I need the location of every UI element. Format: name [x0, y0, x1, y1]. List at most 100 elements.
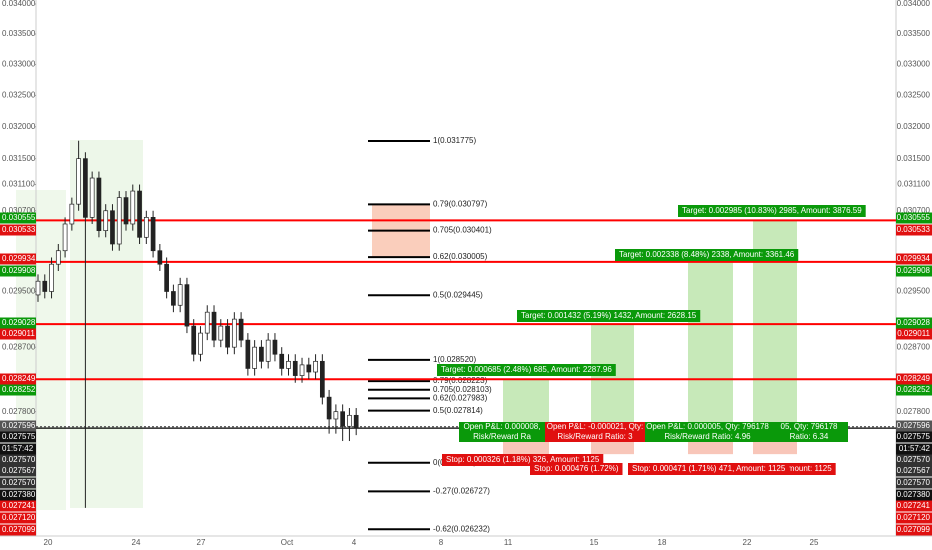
candle-body [83, 158, 88, 218]
pnl-line: Risk/Reward Ratio: 3 [557, 432, 633, 441]
price-badge-label: 0.029934 [897, 254, 931, 263]
candle-body [340, 411, 345, 427]
candle-body [204, 311, 210, 334]
price-badge-label: 0.029908 [2, 266, 36, 275]
price-tick-label: 0.027800 [897, 407, 931, 416]
price-tick-label: 0.029500 [897, 287, 931, 296]
pnl-line: Open P&L: 0.000008, [464, 422, 541, 431]
price-badge [896, 465, 932, 477]
candle-body [265, 339, 271, 362]
price-badge [0, 512, 36, 524]
fib-label: 0.62(0.030005) [433, 252, 488, 261]
candle-body [143, 217, 149, 238]
price-badge-label: 0.027567 [2, 466, 36, 475]
target-zone [591, 324, 634, 429]
price-badge [896, 384, 932, 396]
candle-body [137, 190, 142, 238]
pnl-line: Risk/Reward Ratio: 4.96 [664, 432, 751, 441]
fib-label: 0.62(0.027983) [433, 394, 488, 403]
price-tick-label: 0.029500 [2, 287, 36, 296]
price-badge-label: 0.030533 [897, 225, 931, 234]
stop-label: Stop: 0.000476 (1.72%) [534, 464, 619, 473]
price-badge-label: 0.027596 [2, 421, 36, 430]
price-badge [0, 443, 36, 455]
price-badge-label: 0.027241 [2, 501, 36, 510]
time-tick-label: 8 [439, 538, 444, 547]
candle-body [35, 280, 41, 296]
target-label-bg [615, 249, 799, 261]
candle-body [306, 364, 312, 373]
price-tick-label: 0.033000 [2, 60, 36, 69]
price-badge-label: 0.027380 [897, 490, 931, 499]
price-badge [896, 265, 932, 277]
price-badge-label: 01:57:42 [2, 444, 34, 453]
price-badge [896, 253, 932, 265]
price-tick-label: 0.032500 [2, 90, 36, 99]
pnl-line: Open P&L: -0.000021, Qty: [547, 422, 644, 431]
candle-body [184, 284, 190, 327]
price-badge-label: 0.030555 [897, 213, 931, 222]
price-badge [896, 500, 932, 512]
candle-body [171, 291, 176, 306]
price-badge [896, 443, 932, 455]
candle-body [89, 177, 95, 218]
time-tick-label: 4 [352, 538, 357, 547]
price-badge-label: 0.028249 [2, 374, 36, 383]
price-tick-label: 0.032500 [897, 90, 931, 99]
target-label: Target: 0.001432 (5.19%) 1432, Amount: 2… [521, 311, 697, 320]
price-badge [0, 224, 36, 236]
price-tick-label: 0.030700 [897, 206, 931, 215]
price-tick-label: 0.030700 [2, 206, 36, 215]
candle-body [347, 414, 352, 427]
price-badge-label: 0.029908 [897, 266, 931, 275]
candle-body [55, 250, 61, 265]
candle-body [272, 339, 278, 355]
candle-body [319, 360, 325, 398]
price-badge [896, 512, 932, 524]
candle-body [116, 197, 122, 245]
time-tick-label: 15 [590, 538, 599, 547]
fib-label: 0.79(0.030797) [433, 199, 488, 208]
fib-label: 0.5(0.029445) [433, 290, 483, 299]
stop-label: Stop: 0.000326 (1.18%) 326, Amount: 1125 [446, 455, 600, 464]
price-badge [896, 373, 932, 385]
price-badge [896, 524, 932, 536]
price-badge-label: 0.027575 [2, 432, 36, 441]
time-tick-label: 20 [44, 538, 53, 547]
price-badge [0, 373, 36, 385]
time-tick-label: 25 [810, 538, 819, 547]
price-badge-label: 0.030555 [2, 213, 36, 222]
pnl-line: 05, Qty: 796178 [781, 422, 838, 431]
candle-body [164, 263, 169, 292]
price-badge [0, 384, 36, 396]
price-tick-label: 0.031500 [897, 154, 931, 163]
candle-body [69, 203, 75, 225]
price-badge-label: 0.028252 [897, 385, 931, 394]
target-label: Target: 0.002985 (10.83%) 2985, Amount: … [682, 206, 862, 215]
candle-body [326, 396, 332, 420]
candle-body [238, 318, 244, 341]
candle-body [130, 190, 136, 225]
price-badge [0, 500, 36, 512]
price-badge-label: 0.027120 [897, 513, 931, 522]
price-tick-label: 0.034000 [897, 0, 931, 8]
price-badge [0, 489, 36, 501]
price-badge-label: 0.027570 [897, 478, 931, 487]
time-tick-label: 27 [197, 538, 206, 547]
price-badge-label: 0.027099 [2, 525, 36, 534]
candle-body [49, 263, 54, 292]
fib-label: -0.27(0.026727) [433, 486, 490, 495]
price-badge-label: 0.027570 [897, 455, 931, 464]
price-badge [0, 454, 36, 466]
candle-body [191, 325, 197, 355]
candle-body [252, 346, 257, 369]
price-badge [896, 489, 932, 501]
candle-body [42, 280, 48, 292]
price-tick-label: 0.034000 [2, 0, 36, 8]
price-badge-label: 0.029934 [2, 254, 36, 263]
price-badge-label: 0.029028 [2, 318, 36, 327]
price-tick-label: 0.031100 [897, 180, 930, 189]
price-badge-label: 0.027120 [2, 513, 36, 522]
candle-body [157, 250, 163, 265]
price-badge [896, 224, 932, 236]
